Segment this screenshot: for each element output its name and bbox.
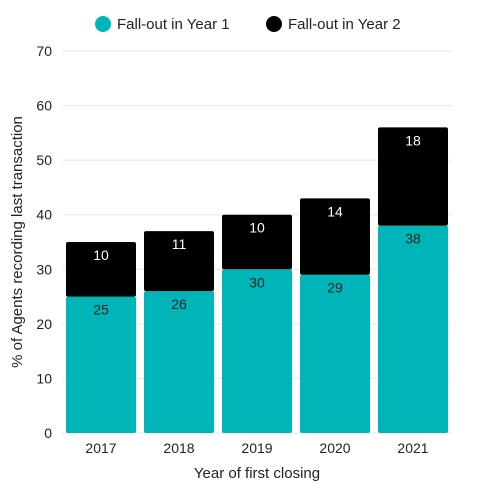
bar-value-label: 38 bbox=[405, 231, 421, 247]
y-tick-label: 10 bbox=[36, 370, 52, 386]
x-tick-label: 2019 bbox=[241, 440, 272, 456]
legend: Fall-out in Year 1 Fall-out in Year 2 bbox=[95, 16, 401, 33]
bar-value-label: 29 bbox=[327, 280, 343, 296]
bar-segment bbox=[222, 214, 292, 270]
y-tick-label: 70 bbox=[36, 43, 52, 59]
bar-segment bbox=[378, 225, 448, 433]
bar-segment bbox=[144, 291, 214, 433]
bar-value-label: 10 bbox=[249, 220, 265, 236]
bar-segment bbox=[300, 274, 370, 433]
x-tick-label: 2018 bbox=[163, 440, 194, 456]
bar-segment bbox=[66, 296, 136, 433]
x-tick-label: 2017 bbox=[85, 440, 116, 456]
bars: 25 10 26 11 30 10 29 14 38 18 bbox=[66, 127, 448, 433]
x-tick-label: 2021 bbox=[397, 440, 428, 456]
x-axis-ticks: 2017 2018 2019 2020 2021 bbox=[85, 440, 428, 456]
bar-segment bbox=[222, 269, 292, 433]
x-tick-label: 2020 bbox=[319, 440, 350, 456]
bar-value-label: 18 bbox=[405, 132, 421, 148]
y-tick-label: 50 bbox=[36, 152, 52, 168]
bar-segment bbox=[144, 231, 214, 292]
bar-value-label: 30 bbox=[249, 274, 265, 290]
bar-value-label: 10 bbox=[93, 247, 109, 263]
legend-label: Fall-out in Year 2 bbox=[288, 16, 401, 33]
legend-marker bbox=[266, 16, 282, 32]
y-tick-label: 30 bbox=[36, 261, 52, 277]
y-tick-label: 20 bbox=[36, 316, 52, 332]
bar-value-label: 25 bbox=[93, 302, 109, 318]
x-axis-title: Year of first closing bbox=[194, 465, 320, 482]
y-tick-label: 0 bbox=[44, 425, 52, 441]
bar-value-label: 14 bbox=[327, 203, 343, 219]
y-tick-label: 40 bbox=[36, 207, 52, 223]
bar-value-label: 26 bbox=[171, 296, 187, 312]
bar-segment bbox=[378, 127, 448, 226]
bar-value-label: 11 bbox=[172, 236, 187, 252]
bar-segment bbox=[66, 242, 136, 297]
bar-segment bbox=[300, 198, 370, 275]
y-axis-title: % of Agents recording last transaction bbox=[9, 116, 26, 368]
y-axis-ticks: 0 10 20 30 40 50 60 70 bbox=[36, 43, 52, 441]
legend-label: Fall-out in Year 1 bbox=[117, 16, 230, 33]
y-tick-label: 60 bbox=[36, 98, 52, 114]
legend-marker bbox=[95, 16, 111, 32]
